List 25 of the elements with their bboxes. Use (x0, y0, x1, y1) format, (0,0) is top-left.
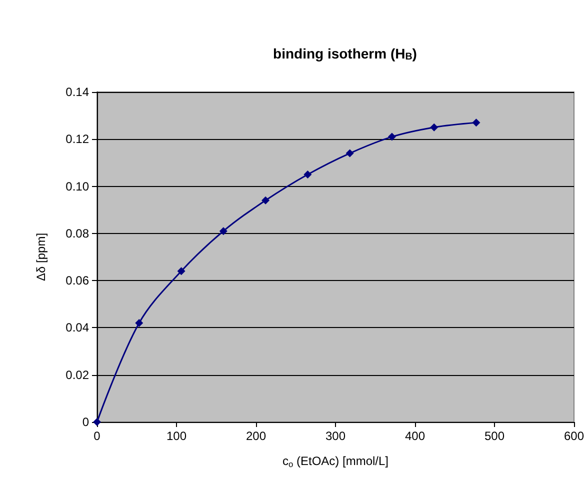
point (304, 170, 312, 178)
x-tick-label: 500 (484, 429, 505, 443)
point (346, 149, 354, 158)
point (472, 118, 480, 127)
point (430, 123, 438, 132)
y-tick-label: 0.08 (66, 226, 90, 240)
x-tick-label: 100 (166, 429, 187, 443)
point (177, 267, 186, 276)
x-tick-label: 300 (325, 429, 346, 443)
x-tick-label: 0 (94, 429, 101, 443)
y-tick-label: 0.04 (66, 320, 90, 335)
y-tick-label: 0.14 (66, 85, 90, 99)
point (219, 227, 228, 236)
x-tick-label: 400 (404, 429, 426, 443)
y-tick-label: 0.12 (66, 132, 90, 146)
y-tick-label: 0.06 (66, 274, 90, 288)
point (388, 132, 396, 141)
y-tick-label: 0.10 (66, 179, 90, 194)
point (262, 196, 270, 204)
x-tick-label: 200 (246, 429, 266, 443)
y-tick-label: 0.02 (66, 368, 90, 382)
y-axis-title: Δδ [ppm] (34, 232, 48, 282)
x-tick-label: 600 (564, 429, 584, 443)
y-tick-label: 0 (82, 415, 90, 429)
point (135, 319, 144, 327)
